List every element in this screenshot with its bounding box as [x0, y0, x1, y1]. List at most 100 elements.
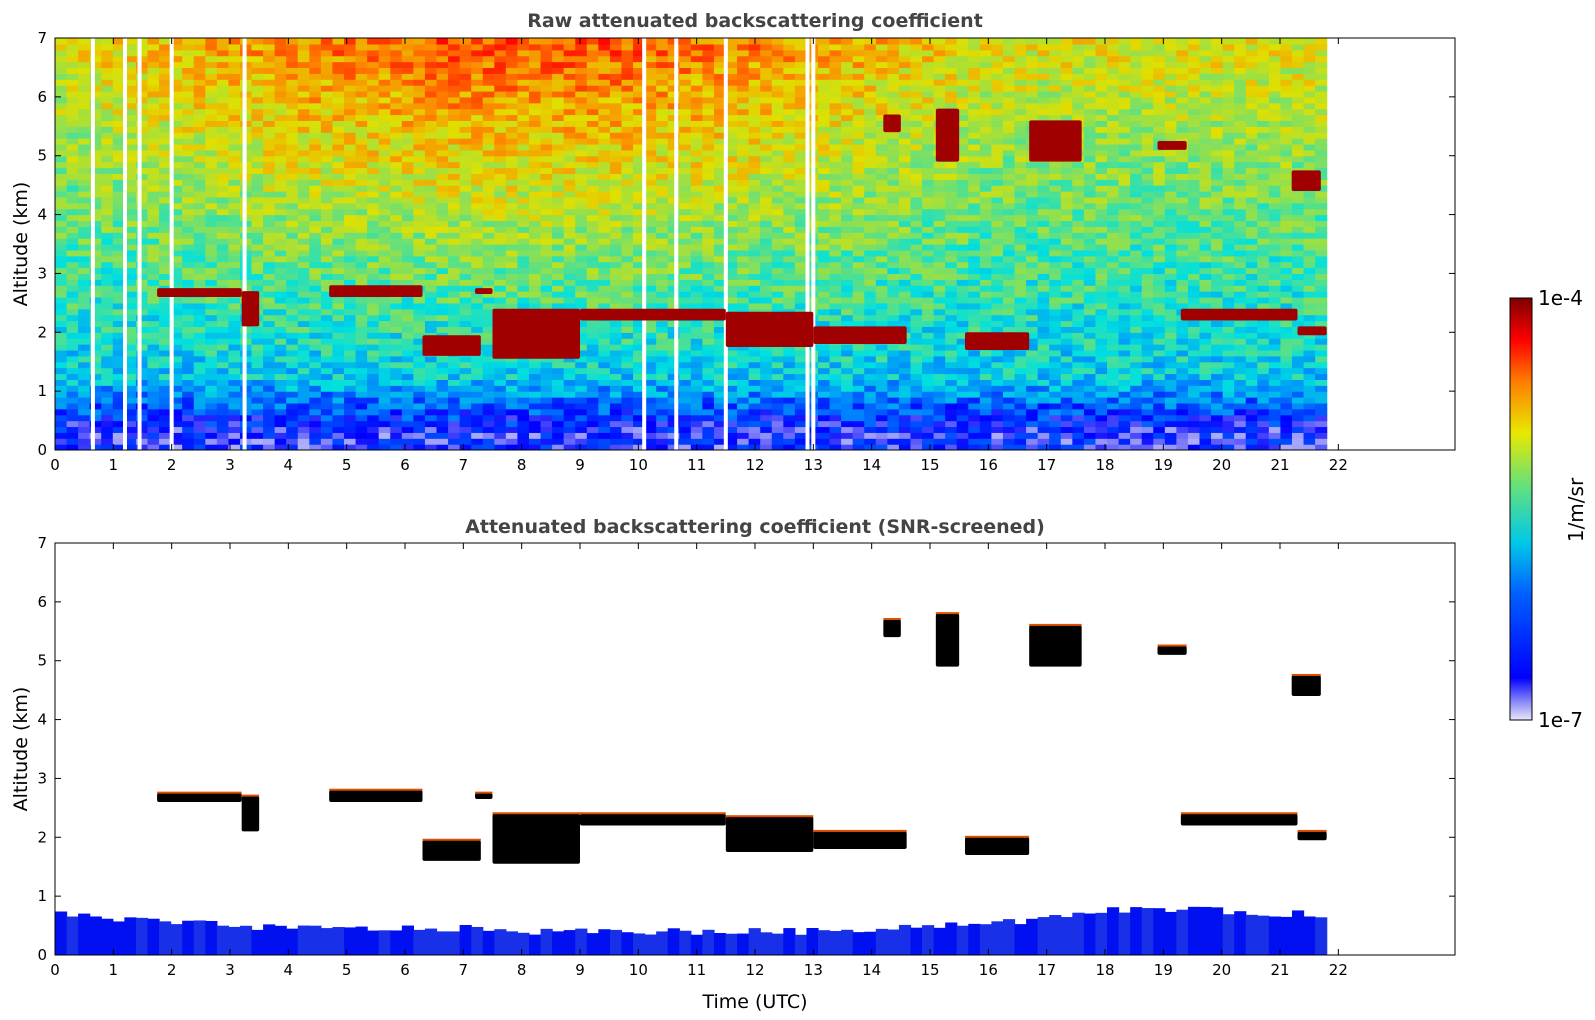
x-tick-label: 14	[862, 456, 881, 474]
cloud-layer	[813, 831, 907, 850]
data-gap	[242, 38, 247, 450]
panel-raw-heatmap	[55, 38, 1328, 450]
y-tick-label: 2	[37, 323, 47, 341]
cloud-edge	[965, 835, 1030, 838]
cloud-edge	[1291, 673, 1321, 676]
x-tick-label: 22	[1329, 456, 1348, 474]
cloud-layer	[329, 790, 423, 802]
x-tick-label: 5	[342, 961, 352, 979]
x-tick-label: 19	[1154, 961, 1173, 979]
cloud-layer	[492, 308, 580, 359]
cloud-layer	[422, 335, 481, 356]
cloud-layer	[1180, 813, 1298, 826]
x-tick-label: 1	[109, 456, 119, 474]
raw-background	[55, 38, 1328, 450]
cloud-edge	[813, 829, 907, 832]
x-tick-label: 2	[167, 961, 177, 979]
x-tick-label: 0	[50, 456, 60, 474]
cloud-layer	[241, 291, 260, 327]
cloud-edge	[883, 618, 901, 621]
panel-screened-title: Attenuated backscattering coefficient (S…	[465, 516, 1045, 538]
cloud-layer	[1029, 120, 1082, 162]
x-tick-label: 18	[1095, 961, 1114, 979]
data-gap	[811, 38, 816, 450]
cloud-layer	[1157, 141, 1187, 150]
cloud-layer	[965, 332, 1030, 350]
x-tick-label: 4	[284, 961, 294, 979]
y-tick-label: 6	[37, 593, 47, 611]
cloud-edge	[1157, 644, 1187, 647]
cloud-layer	[580, 308, 726, 321]
x-tick-label: 4	[284, 456, 294, 474]
panel-screened-frame	[54, 542, 1456, 956]
panel-raw: Raw attenuated backscattering coefficien…	[10, 10, 1456, 474]
x-tick-label: 17	[1037, 456, 1056, 474]
cloud-edge	[1180, 812, 1298, 815]
cloud-layer	[1291, 675, 1321, 697]
x-tick-label: 13	[804, 961, 823, 979]
panel-screened: Attenuated backscattering coefficient (S…	[10, 516, 1456, 1013]
cloud-layer	[1297, 326, 1327, 336]
x-tick-label: 11	[687, 961, 706, 979]
colorbar-min-label: 1e-7	[1538, 708, 1583, 732]
cloud-edge	[422, 838, 481, 841]
cloud-layer	[580, 813, 726, 826]
x-tick-label: 5	[342, 456, 352, 474]
x-tick-label: 15	[920, 456, 939, 474]
x-tick-label: 17	[1037, 961, 1056, 979]
cloud-edge	[157, 791, 242, 794]
cloud-edge	[241, 794, 260, 797]
data-gap	[123, 38, 127, 450]
cloud-layer	[883, 619, 901, 638]
x-tick-label: 22	[1329, 961, 1348, 979]
x-tick-label: 9	[575, 961, 585, 979]
y-tick-label: 6	[37, 88, 47, 106]
x-tick-label: 10	[629, 961, 648, 979]
x-tick-label: 12	[745, 456, 764, 474]
cloud-edge	[725, 815, 814, 818]
data-gap	[90, 38, 95, 450]
cloud-edge	[329, 788, 423, 791]
x-tick-label: 3	[225, 456, 235, 474]
data-gap	[723, 38, 728, 450]
y-tick-label: 3	[37, 769, 47, 787]
panel-screened-heatmap	[55, 612, 1328, 955]
cloud-layer	[883, 114, 901, 133]
panel-raw-title: Raw attenuated backscattering coefficien…	[527, 10, 983, 32]
x-tick-label: 13	[804, 456, 823, 474]
cloud-edge	[475, 791, 493, 794]
colorbar-unit-label: 1/m/sr	[1564, 477, 1588, 542]
x-tick-label: 9	[575, 456, 585, 474]
x-tick-label: 3	[225, 961, 235, 979]
data-gap	[642, 38, 647, 450]
cloud-layer	[422, 840, 481, 861]
x-tick-label: 15	[920, 961, 939, 979]
cloud-layer	[725, 311, 814, 347]
colorbar: 1e-4 1e-7 1/m/sr	[1509, 286, 1588, 732]
x-tick-label: 1	[109, 961, 119, 979]
x-tick-label: 8	[517, 961, 527, 979]
x-tick-label: 20	[1212, 456, 1231, 474]
cloud-layer	[1157, 646, 1187, 655]
cloud-layer	[157, 288, 242, 297]
y-tick-label: 0	[37, 946, 47, 964]
panel-raw-ylabel: Altitude (km)	[10, 182, 32, 307]
cloud-layer	[241, 796, 260, 832]
cloud-layer	[965, 837, 1030, 855]
cloud-layer	[1297, 831, 1327, 841]
x-tick-label: 7	[459, 456, 469, 474]
cloud-edge	[492, 812, 580, 815]
y-tick-label: 7	[37, 534, 47, 552]
colorbar-gradient	[1509, 297, 1533, 721]
x-tick-label: 12	[745, 961, 764, 979]
cloud-layer	[1029, 625, 1082, 667]
x-tick-label: 10	[629, 456, 648, 474]
cloud-edge	[1029, 623, 1082, 626]
data-gap	[674, 38, 679, 450]
panel-raw-axes: 0 1 2 3 4 5 6 7 8 9 10 11 12 13 14 15 16 17 18 19 20 21 220123…	[37, 29, 1455, 474]
y-tick-label: 3	[37, 264, 47, 282]
y-tick-label: 5	[37, 147, 47, 165]
cloud-layer	[475, 288, 493, 295]
x-tick-label: 16	[979, 961, 998, 979]
